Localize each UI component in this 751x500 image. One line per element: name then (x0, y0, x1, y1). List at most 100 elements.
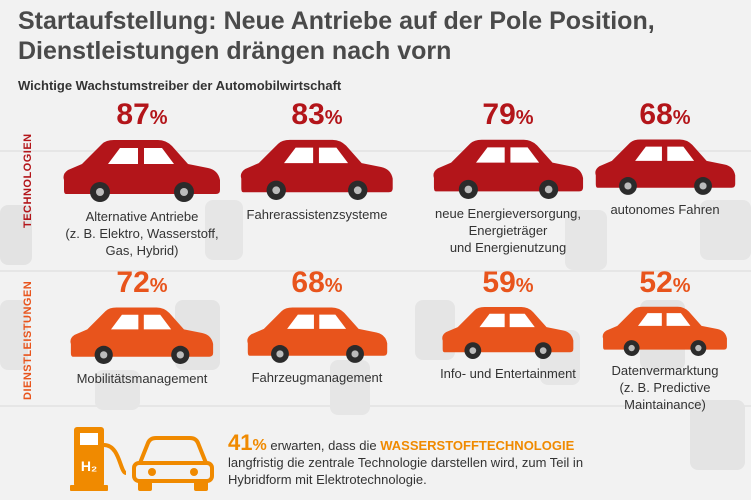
car-hubcap (469, 347, 477, 354)
category-label-line: autonomes Fahren (610, 202, 720, 217)
value-label: 83% (232, 100, 402, 130)
category-label: Alternative Antriebe (z. B. Elektro, Wass… (52, 208, 232, 259)
value-unit: % (324, 107, 343, 129)
car-window-rear (143, 314, 172, 330)
value-label: 59% (418, 268, 598, 298)
car-hubcap (628, 344, 635, 352)
category-label: autonomes Fahren (590, 201, 740, 218)
car-hubcap (96, 188, 104, 196)
title-line-2: Dienstleistungen drängen nach vorn (18, 37, 452, 65)
car-icon (63, 140, 220, 202)
chart-item: 68% autonomes Fahren (590, 100, 740, 218)
category-label-line: Alternative Antriebe (85, 209, 199, 224)
car-icon (602, 306, 727, 356)
car-body (442, 307, 574, 353)
value-label: 72% (52, 268, 232, 298)
category-label-line: Mobilitätsmanagement (76, 371, 208, 386)
car-hubcap (353, 186, 362, 195)
car-icon (70, 307, 214, 364)
car-body (594, 139, 735, 188)
chart-item: 72% Mobilitätsmanagement (52, 268, 232, 387)
car-body (63, 140, 220, 194)
value-number: 52 (639, 266, 673, 299)
car-icon (240, 139, 393, 200)
car-hubcap (698, 182, 707, 190)
section-label-technologien: TECHNOLOGIEN (22, 133, 34, 228)
car-window-rear (666, 313, 691, 326)
chart-item: 59% Info- und Entertainment (418, 268, 598, 382)
category-label-line: Maintainance) (624, 397, 706, 412)
category-label-line: Energieträger (468, 223, 548, 238)
car-window-front (475, 147, 505, 163)
chart-item: 87% Alternative Antriebe (z. B. Elektro, W… (52, 100, 232, 259)
subtitle: Wichtige Wachstumstreiber der Automobilw… (18, 78, 342, 93)
value-number: 59 (482, 266, 516, 299)
category-label: Datenvermarktung (z. B. Predictive Maintai… (590, 362, 740, 413)
footer-percent: 41 (228, 430, 253, 455)
value-unit: % (515, 107, 534, 129)
car-body (602, 306, 727, 350)
value-number: 68 (291, 266, 325, 299)
car-window-rear (666, 146, 694, 161)
car-window-front (286, 314, 314, 329)
car-window-rear (509, 147, 539, 163)
car-body (246, 307, 387, 356)
car-icon (246, 307, 387, 363)
car-hubcap (180, 188, 188, 196)
car-hubcap (695, 344, 702, 352)
car-hubcap (176, 351, 184, 359)
category-label-line: (z. B. Elektro, Wasserstoff, (65, 226, 219, 241)
value-label: 79% (418, 100, 598, 130)
car-window-rear (144, 148, 174, 164)
car-window-rear (318, 314, 346, 329)
value-unit: % (672, 275, 691, 297)
value-unit: % (149, 275, 168, 297)
car-icon (432, 139, 583, 199)
car-window-rear (509, 313, 535, 328)
car-hubcap (350, 350, 359, 358)
car-hubcap (544, 185, 552, 194)
car-window-rear (318, 147, 349, 164)
car-window-front (284, 147, 314, 164)
category-label-line: Datenvermarktung (611, 363, 719, 378)
footer-text-after: langfristig die zentrale Technologie dar… (228, 455, 584, 487)
category-label-line: (z. B. Predictive (619, 380, 711, 395)
footer-statement: 41% erwarten, dass die WASSERSTOFFTECHNO… (228, 432, 618, 488)
chart-item: 68% Fahrzeugmanagement (232, 268, 402, 386)
car-hubcap (623, 182, 632, 190)
car-window-front (638, 313, 662, 326)
category-label: Fahrerassistenzsysteme (232, 206, 402, 223)
chart-item: 52% Datenvermarktung (z. B. Predictive Main… (590, 268, 740, 413)
chart-item: 79% neue Energieversorgung, Energieträger u… (418, 100, 598, 256)
value-label: 52% (590, 268, 740, 298)
value-number: 72 (116, 266, 150, 299)
car-icon (442, 307, 574, 359)
car-window-front (479, 313, 505, 328)
page-title: Startaufstellung: Neue Antriebe auf der … (18, 6, 738, 66)
footer-text-before: erwarten, dass die (270, 438, 377, 453)
category-label-line: neue Energieversorgung, (435, 206, 581, 221)
category-label-line: Fahrerassistenzsysteme (246, 207, 388, 222)
value-label: 87% (52, 100, 232, 130)
value-number: 87 (116, 98, 150, 131)
category-label-line: Gas, Hybrid) (105, 243, 179, 258)
value-unit: % (672, 107, 691, 129)
category-label-line: Info- und Entertainment (440, 366, 576, 381)
value-number: 68 (639, 98, 673, 131)
car-hubcap (100, 351, 108, 359)
value-unit: % (149, 107, 168, 129)
car-window-front (111, 314, 139, 330)
car-hubcap (275, 350, 284, 358)
section-label-dienstleistungen: DIENSTLEISTUNGEN (22, 280, 34, 400)
car-hubcap (464, 185, 472, 194)
car-hubcap (272, 186, 281, 195)
value-unit: % (515, 275, 534, 297)
chart-item: 83% Fahrerassistenzsysteme (232, 100, 402, 223)
car-window-front (634, 146, 662, 161)
category-label: Fahrzeugmanagement (232, 369, 402, 386)
car-body (240, 139, 393, 193)
category-label-line: und Energienutzung (449, 240, 567, 255)
category-label: neue Energieversorgung, Energieträger und … (418, 205, 598, 256)
car-body (432, 139, 583, 192)
